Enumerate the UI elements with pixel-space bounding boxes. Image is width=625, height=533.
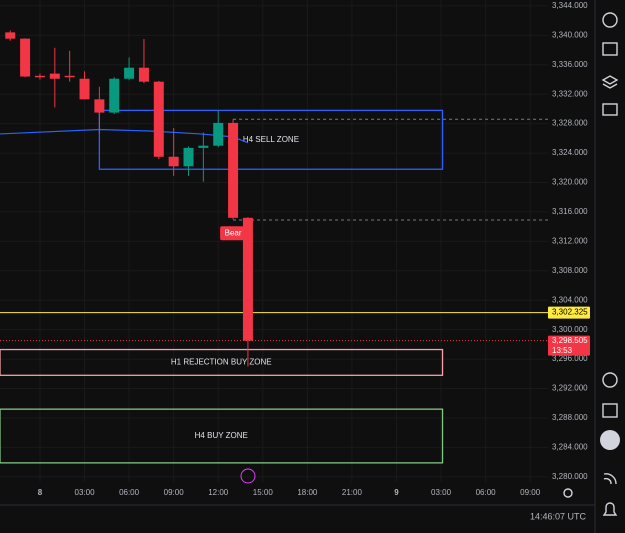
x-tick-label: 8 <box>38 488 43 497</box>
candle-body <box>138 67 149 82</box>
settings-icon[interactable] <box>563 488 573 498</box>
x-tick-label: 18:00 <box>297 488 318 497</box>
candle-body <box>183 147 194 167</box>
zone <box>98 109 444 170</box>
x-tick-label: 03:00 <box>75 488 96 497</box>
candle-body <box>94 99 105 113</box>
candle-body <box>79 78 90 100</box>
x-tick-label: 09:00 <box>164 488 185 497</box>
price-line-tag <box>548 306 590 319</box>
y-tick-label: 3,280.000 <box>552 472 588 481</box>
event-icon[interactable] <box>240 468 256 484</box>
candle-body <box>5 32 16 39</box>
price-line-label: 3,302.325 <box>552 308 588 317</box>
y-tick-label: 3,324.000 <box>552 148 588 157</box>
alarm-icon[interactable] <box>602 12 618 28</box>
last-price-label: 3,298.505 <box>552 336 588 345</box>
zone-label: H1 REJECTION BUY ZONE <box>171 358 272 367</box>
target-icon[interactable] <box>602 372 618 388</box>
candle-body <box>109 78 120 113</box>
layers-icon[interactable] <box>601 75 619 89</box>
y-tick-label: 3,320.000 <box>552 178 588 187</box>
watchlist-icon[interactable] <box>602 42 618 56</box>
x-tick-label: 12:00 <box>208 488 229 497</box>
candle-body <box>124 67 135 79</box>
y-tick-label: 3,332.000 <box>552 89 588 98</box>
annotation-box <box>220 226 247 241</box>
y-tick-label: 3,344.000 <box>552 1 588 10</box>
zone <box>0 408 444 464</box>
y-tick-label: 3,340.000 <box>552 30 588 39</box>
y-tick-label: 3,292.000 <box>552 384 588 393</box>
x-tick-label: 06:00 <box>119 488 140 497</box>
y-tick-label: 3,328.000 <box>552 119 588 128</box>
last-price-tag <box>548 335 590 356</box>
candle-body <box>20 38 31 77</box>
x-tick-label: 09:00 <box>520 488 541 497</box>
y-tick-label: 3,300.000 <box>552 325 588 334</box>
candle-body <box>34 75 45 78</box>
x-tick-label: 21:00 <box>342 488 363 497</box>
zone-label: H4 BUY ZONE <box>195 431 248 440</box>
plot: H4 SELL ZONE H1 REJECTION BUY ZONE H4 BUY … <box>0 30 548 464</box>
candle-body <box>168 156 179 167</box>
y-tick-label: 3,308.000 <box>552 266 588 275</box>
x-tick-label: 15:00 <box>253 488 274 497</box>
countdown: 13:53 <box>552 346 573 355</box>
bell-icon[interactable] <box>602 502 618 516</box>
y-tick-label: 3,312.000 <box>552 236 588 245</box>
candle-body <box>198 145 209 148</box>
candle-body <box>242 217 253 341</box>
x-tick-label: 03:00 <box>431 488 452 497</box>
zone <box>0 348 444 376</box>
candle-body <box>153 81 164 157</box>
y-tick-label: 3,288.000 <box>552 413 588 422</box>
apps-icon[interactable] <box>600 430 620 450</box>
zone-label: H4 SELL ZONE <box>243 135 299 144</box>
y-tick-label: 3,284.000 <box>552 443 588 452</box>
candle-body <box>49 73 60 79</box>
chat-icon[interactable] <box>602 103 618 116</box>
calendar-icon[interactable] <box>602 403 618 418</box>
grid <box>0 0 548 482</box>
clock: 14:46:07 UTC <box>530 511 587 521</box>
toolbar <box>600 12 620 516</box>
y-tick-label: 3,336.000 <box>552 60 588 69</box>
candle-body <box>64 75 75 78</box>
x-tick-label: 06:00 <box>476 488 497 497</box>
x-tick-label: 9 <box>394 488 399 497</box>
candle-body <box>213 122 224 146</box>
y-tick-label: 3,296.000 <box>552 354 588 363</box>
feed-icon[interactable] <box>603 473 617 485</box>
annotation: Bear <box>225 228 242 237</box>
candle-body <box>228 122 239 218</box>
y-tick-label: 3,304.000 <box>552 295 588 304</box>
y-tick-label: 3,316.000 <box>552 207 588 216</box>
